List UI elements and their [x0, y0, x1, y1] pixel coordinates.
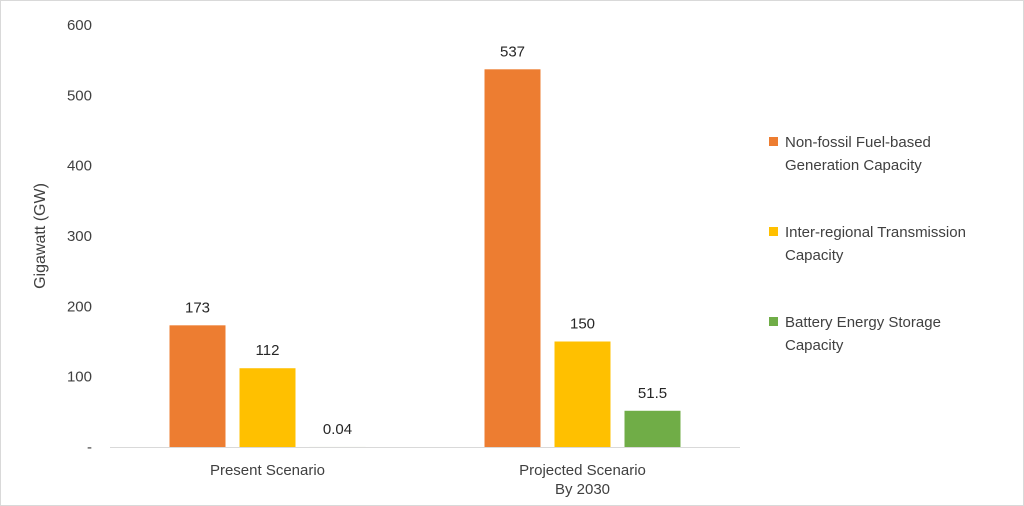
- y-axis-title: Gigawatt (GW): [32, 183, 49, 289]
- legend-label: Generation Capacity: [785, 157, 922, 174]
- data-label: 51.5: [638, 385, 667, 402]
- x-tick-label: Projected Scenario: [519, 462, 646, 479]
- legend-label: Capacity: [785, 337, 844, 354]
- y-tick-label: 600: [67, 17, 92, 34]
- y-tick-label: -: [87, 439, 92, 456]
- y-tick-label: 400: [67, 158, 92, 175]
- y-tick-label: 300: [67, 228, 92, 245]
- legend-swatch: [769, 137, 778, 146]
- legend-label: Inter-regional Transmission: [785, 224, 966, 241]
- legend-label: Battery Energy Storage: [785, 314, 941, 331]
- x-tick-label: Present Scenario: [210, 462, 325, 479]
- bar[interactable]: [624, 410, 681, 447]
- bar[interactable]: [484, 69, 541, 447]
- data-label: 537: [500, 43, 525, 60]
- y-tick-label: 200: [67, 298, 92, 315]
- legend-label: Capacity: [785, 247, 844, 264]
- y-tick-label: 100: [67, 369, 92, 386]
- bar[interactable]: [554, 341, 611, 448]
- x-tick-label: By 2030: [555, 481, 610, 498]
- data-label: 112: [256, 342, 280, 359]
- legend-label: Non-fossil Fuel-based: [785, 134, 931, 151]
- legend-swatch: [769, 227, 778, 236]
- legend-swatch: [769, 317, 778, 326]
- data-label: 173: [185, 299, 210, 316]
- bar[interactable]: [169, 325, 226, 447]
- bar[interactable]: [239, 368, 296, 447]
- data-label: 0.04: [323, 421, 352, 438]
- y-tick-label: 500: [67, 87, 92, 104]
- data-label: 150: [570, 316, 595, 333]
